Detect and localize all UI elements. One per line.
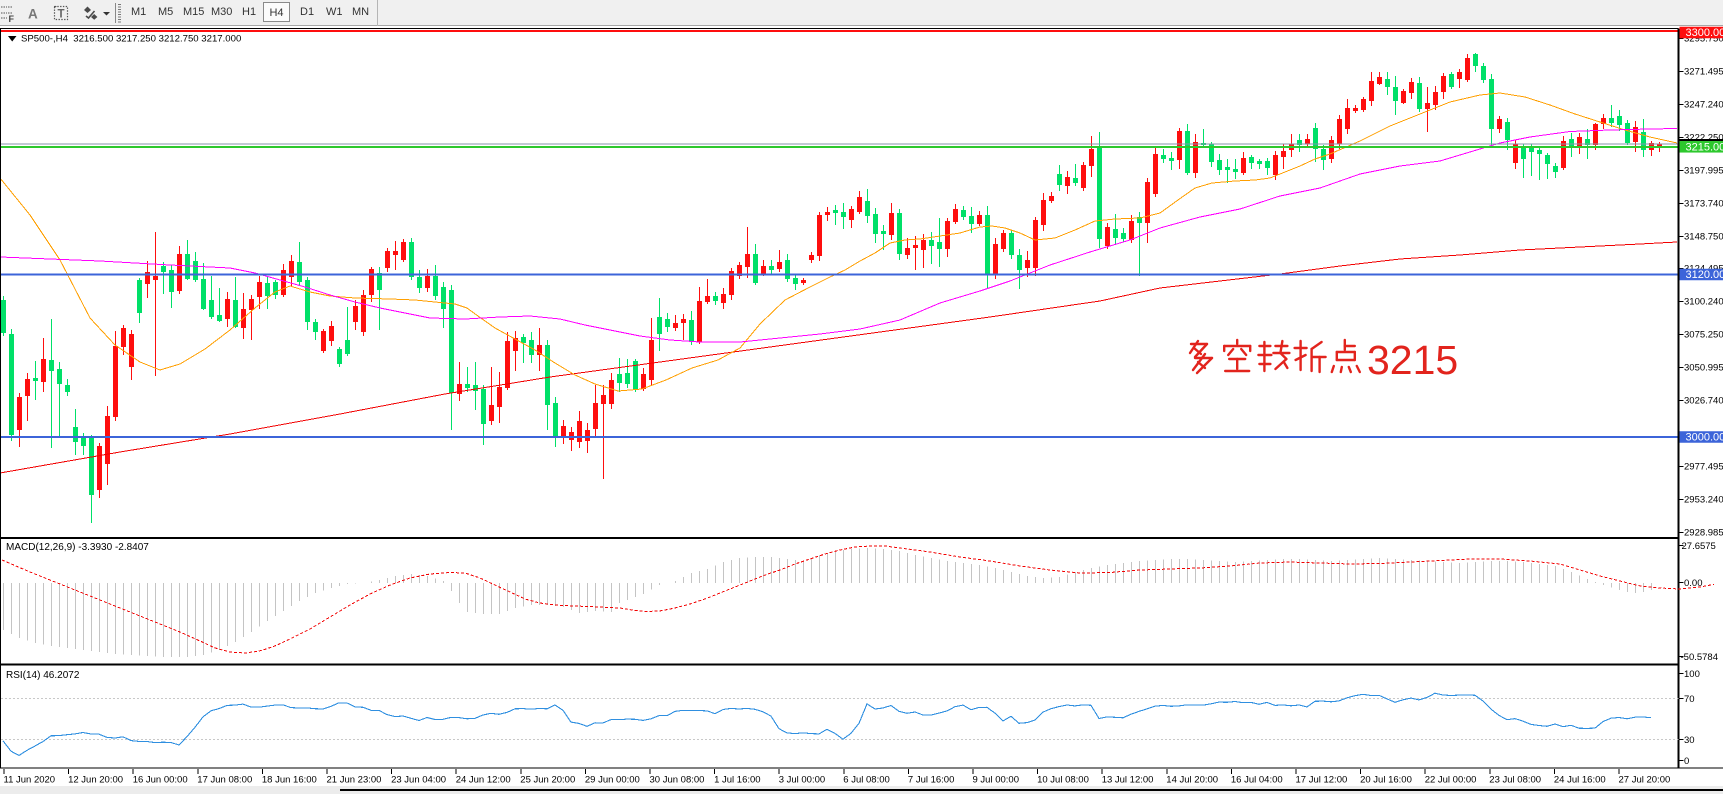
svg-text:14 Jul 20:00: 14 Jul 20:00 bbox=[1166, 775, 1218, 786]
svg-text:20 Jul 16:00: 20 Jul 16:00 bbox=[1360, 775, 1412, 786]
svg-text:27.6575: 27.6575 bbox=[1682, 541, 1716, 552]
svg-text:0.00: 0.00 bbox=[1684, 578, 1703, 589]
svg-text:3 Jul 00:00: 3 Jul 00:00 bbox=[779, 775, 825, 786]
svg-text:3215: 3215 bbox=[1367, 337, 1458, 383]
svg-text:1 Jul 16:00: 1 Jul 16:00 bbox=[714, 775, 760, 786]
svg-text:29 Jun 00:00: 29 Jun 00:00 bbox=[585, 775, 640, 786]
svg-text:2977.495: 2977.495 bbox=[1684, 462, 1723, 473]
svg-text:30 Jun 08:00: 30 Jun 08:00 bbox=[650, 775, 705, 786]
svg-text:7 Jul 16:00: 7 Jul 16:00 bbox=[908, 775, 954, 786]
svg-text:24 Jul 16:00: 24 Jul 16:00 bbox=[1554, 775, 1606, 786]
svg-text:3247.240: 3247.240 bbox=[1684, 100, 1723, 111]
svg-text:3300.000: 3300.000 bbox=[1686, 27, 1723, 39]
svg-text:3173.740: 3173.740 bbox=[1684, 199, 1723, 210]
svg-text:3000.000: 3000.000 bbox=[1686, 432, 1723, 444]
svg-text:A: A bbox=[28, 7, 38, 22]
svg-text:9 Jul 00:00: 9 Jul 00:00 bbox=[973, 775, 1019, 786]
svg-text:70: 70 bbox=[1684, 694, 1695, 705]
svg-text:12 Jun 20:00: 12 Jun 20:00 bbox=[68, 775, 123, 786]
svg-text:3148.750: 3148.750 bbox=[1684, 232, 1723, 243]
svg-text:3120.000: 3120.000 bbox=[1686, 269, 1723, 281]
svg-text:3026.740: 3026.740 bbox=[1684, 396, 1723, 407]
svg-text:16 Jul 04:00: 16 Jul 04:00 bbox=[1231, 775, 1283, 786]
svg-text:100: 100 bbox=[1684, 669, 1700, 680]
svg-text:0: 0 bbox=[1684, 756, 1689, 767]
svg-text:10 Jul 08:00: 10 Jul 08:00 bbox=[1037, 775, 1089, 786]
svg-text:17 Jun 08:00: 17 Jun 08:00 bbox=[197, 775, 252, 786]
svg-text:3075.250: 3075.250 bbox=[1684, 330, 1723, 341]
svg-text:F: F bbox=[9, 14, 15, 24]
svg-text:17 Jul 12:00: 17 Jul 12:00 bbox=[1296, 775, 1348, 786]
svg-text:27 Jul 20:00: 27 Jul 20:00 bbox=[1619, 775, 1671, 786]
svg-text:3050.995: 3050.995 bbox=[1684, 363, 1723, 374]
svg-text:11 Jun 2020: 11 Jun 2020 bbox=[4, 775, 56, 786]
svg-text:SP500-,H4 3216.500 3217.250 3: SP500-,H4 3216.500 3217.250 3212.750 321… bbox=[21, 34, 241, 45]
svg-text:3222.250: 3222.250 bbox=[1684, 133, 1723, 144]
svg-text:-50.5784: -50.5784 bbox=[1681, 652, 1719, 663]
svg-text:3197.995: 3197.995 bbox=[1684, 166, 1723, 177]
svg-text:MACD(12,26,9) -3.3930 -2.8407: MACD(12,26,9) -3.3930 -2.8407 bbox=[6, 542, 149, 553]
svg-text:3100.240: 3100.240 bbox=[1684, 297, 1723, 308]
svg-text:6 Jul 08:00: 6 Jul 08:00 bbox=[843, 775, 889, 786]
svg-text:T: T bbox=[58, 9, 65, 21]
svg-text:30: 30 bbox=[1684, 735, 1695, 746]
svg-text:22 Jul 00:00: 22 Jul 00:00 bbox=[1425, 775, 1477, 786]
svg-text:21 Jun 23:00: 21 Jun 23:00 bbox=[327, 775, 382, 786]
svg-text:18 Jun 16:00: 18 Jun 16:00 bbox=[262, 775, 317, 786]
svg-text:2953.240: 2953.240 bbox=[1684, 495, 1723, 506]
svg-text:23 Jun 04:00: 23 Jun 04:00 bbox=[391, 775, 446, 786]
svg-text:25 Jun 20:00: 25 Jun 20:00 bbox=[520, 775, 575, 786]
svg-text:3271.495: 3271.495 bbox=[1684, 67, 1723, 78]
svg-text:3295.750: 3295.750 bbox=[1684, 34, 1723, 45]
svg-text:2928.985: 2928.985 bbox=[1684, 528, 1723, 539]
svg-text:13 Jul 12:00: 13 Jul 12:00 bbox=[1102, 775, 1154, 786]
svg-text:RSI(14) 46.2072: RSI(14) 46.2072 bbox=[6, 670, 80, 681]
svg-text:24 Jun 12:00: 24 Jun 12:00 bbox=[456, 775, 511, 786]
svg-text:16 Jun 00:00: 16 Jun 00:00 bbox=[133, 775, 188, 786]
svg-text:3215.000: 3215.000 bbox=[1686, 141, 1723, 153]
svg-text:23 Jul 08:00: 23 Jul 08:00 bbox=[1489, 775, 1541, 786]
